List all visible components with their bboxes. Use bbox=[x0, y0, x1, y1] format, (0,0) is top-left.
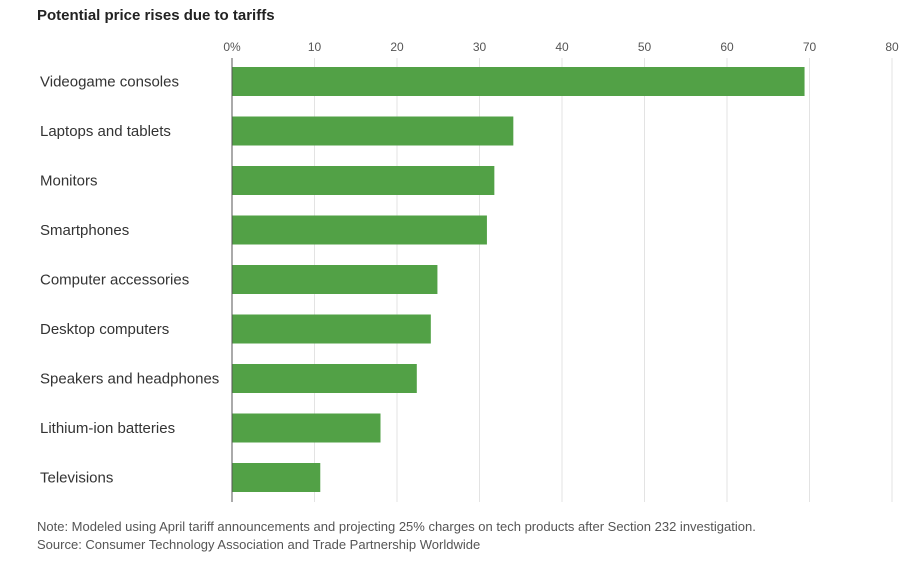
x-tick-label: 10 bbox=[308, 40, 322, 54]
bar bbox=[232, 463, 321, 492]
bar-chart: 0% 10 20 30 40 50 60 70 80 Videogame consoles Lap… bbox=[40, 40, 899, 502]
x-tick-label: 20 bbox=[390, 40, 404, 54]
bar bbox=[232, 364, 417, 393]
bar bbox=[232, 67, 805, 96]
category-label: Televisions bbox=[40, 470, 113, 487]
x-tick-labels: 0% 10 20 30 40 50 60 70 80 bbox=[223, 40, 899, 54]
note-text: Note: Modeled using April tariff announc… bbox=[37, 519, 756, 534]
bar bbox=[232, 413, 381, 443]
category-label: Lithium-ion batteries bbox=[40, 420, 175, 437]
bars bbox=[232, 67, 805, 492]
chart-title: Potential price rises due to tariffs bbox=[37, 7, 275, 24]
bar bbox=[232, 116, 514, 146]
category-label: Computer accessories bbox=[40, 272, 189, 289]
category-label: Videogame consoles bbox=[40, 74, 179, 91]
x-tick-label: 80 bbox=[885, 40, 899, 54]
footer-notes: Note: Modeled using April tariff announc… bbox=[37, 518, 756, 554]
source-text: Source: Consumer Technology Association … bbox=[37, 537, 481, 552]
x-tick-label: 50 bbox=[638, 40, 652, 54]
bar bbox=[232, 215, 487, 245]
category-label: Monitors bbox=[40, 173, 98, 190]
x-tick-label: 30 bbox=[473, 40, 487, 54]
category-label: Laptops and tablets bbox=[40, 123, 171, 140]
category-labels: Videogame consoles Laptops and tablets Mon… bbox=[40, 74, 219, 487]
bar bbox=[232, 314, 431, 344]
x-tick-label: 60 bbox=[720, 40, 734, 54]
category-label: Desktop computers bbox=[40, 321, 169, 338]
x-tick-label: 0% bbox=[223, 40, 241, 54]
category-label: Speakers and headphones bbox=[40, 371, 219, 388]
x-tick-label: 70 bbox=[803, 40, 817, 54]
category-label: Smartphones bbox=[40, 222, 129, 239]
bar bbox=[232, 166, 495, 195]
x-tick-label: 40 bbox=[555, 40, 569, 54]
bar bbox=[232, 265, 438, 294]
